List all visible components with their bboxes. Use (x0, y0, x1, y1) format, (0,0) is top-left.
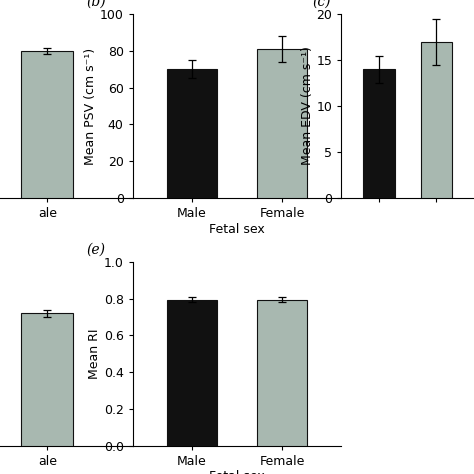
Bar (257, 49, 307, 198)
Text: (b): (b) (87, 0, 107, 9)
Bar (363, 69, 395, 198)
Bar (167, 69, 217, 198)
Y-axis label: Mean RI: Mean RI (88, 328, 101, 379)
Bar (420, 42, 452, 198)
Bar (257, 300, 307, 446)
Bar (21, 313, 73, 446)
X-axis label: Fetal sex: Fetal sex (209, 223, 265, 236)
Bar (21, 51, 73, 198)
Y-axis label: Mean PSV (cm s⁻¹): Mean PSV (cm s⁻¹) (84, 47, 97, 164)
Text: (c): (c) (312, 0, 330, 9)
Text: (e): (e) (87, 243, 106, 256)
X-axis label: Fetal sex: Fetal sex (209, 470, 265, 474)
Y-axis label: Mean EDV (cm s⁻¹): Mean EDV (cm s⁻¹) (301, 46, 314, 165)
Bar (167, 300, 217, 446)
